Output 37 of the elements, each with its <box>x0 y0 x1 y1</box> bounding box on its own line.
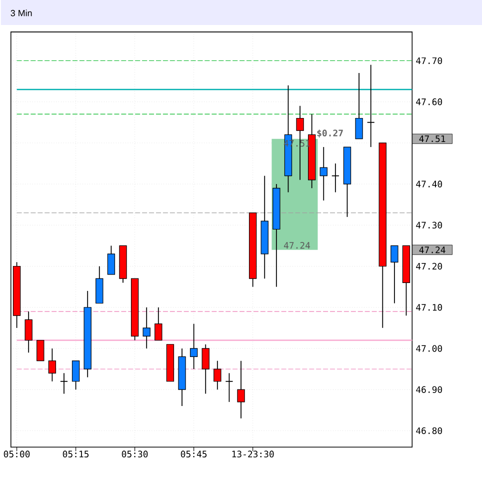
y-tick-label: 47.40 <box>416 180 442 188</box>
y-tick-label: 47.70 <box>416 57 442 64</box>
y-tick-label: 47.30 <box>416 222 442 228</box>
annotation: 47.24 <box>284 242 310 249</box>
candlestick <box>202 344 210 394</box>
candlestick <box>237 360 245 419</box>
x-tick-label: 05:45 <box>180 450 207 458</box>
candlestick <box>225 372 234 402</box>
x-tick-label: 05:00 <box>4 450 30 458</box>
candlestick <box>36 340 44 362</box>
text: 47.24 <box>419 246 446 254</box>
y-tick-label: 47.60 <box>416 98 442 106</box>
candlestick <box>214 360 222 390</box>
candlestick <box>331 162 340 193</box>
candlestick <box>48 348 56 382</box>
candlestick <box>142 306 150 349</box>
candlestick <box>154 306 162 341</box>
candlestick <box>72 360 80 390</box>
y-tick-label: 47.20 <box>416 262 442 270</box>
candlestick <box>355 72 363 140</box>
candlestick <box>60 372 68 394</box>
x-tick-label: 05:30 <box>122 450 148 458</box>
candlestick <box>190 323 198 370</box>
y-tick-label: 46.80 <box>416 427 442 434</box>
candlestick <box>107 245 116 275</box>
y-tick-label: 47.00 <box>416 345 442 352</box>
text: 47.51 <box>419 135 446 142</box>
x-tick-label: 05:15 <box>62 450 89 458</box>
annotation: $0.27 <box>317 129 343 138</box>
candlestick <box>320 146 328 201</box>
candlestick <box>24 310 32 353</box>
y-tick-label: 47.10 <box>416 304 442 311</box>
y-tick-label: 46.90 <box>416 386 442 393</box>
candlestick <box>366 64 375 148</box>
candlestick <box>390 245 398 304</box>
chart-title: 3 Min <box>10 10 32 16</box>
x-tick-label: 13-23:30 <box>232 450 274 458</box>
